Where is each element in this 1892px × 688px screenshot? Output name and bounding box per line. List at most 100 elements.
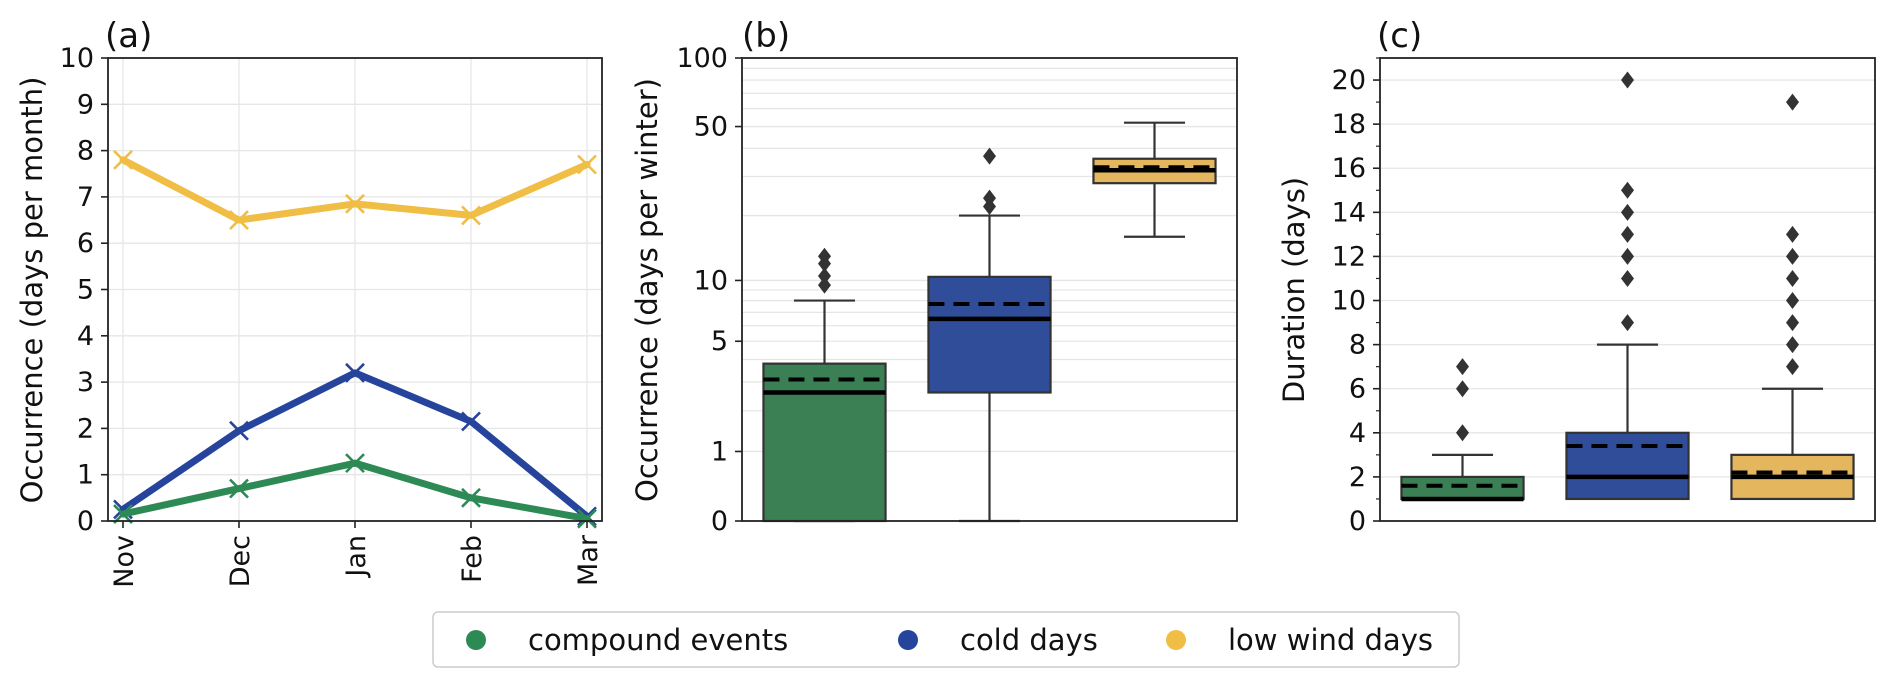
panel-a-x-ticks: Nov Dec Jan Feb Mar <box>109 521 604 588</box>
panel-a-xtick-label: Feb <box>457 535 488 583</box>
panel-a-line-chart: (a) 0 1 2 3 4 5 6 7 8 9 10 Nov Dec Jan Feb Mar Occurre… <box>15 16 604 588</box>
panel-a-point-marker <box>461 411 481 432</box>
panel-a-ytick-label: 4 <box>77 321 94 352</box>
legend: compound events cold days low wind days <box>432 611 1460 668</box>
panel-a-label: (a) <box>105 16 152 56</box>
panel-c-ytick-label: 20 <box>1332 65 1366 96</box>
panel-c-ytick-label: 8 <box>1349 330 1366 361</box>
panel-a-grid <box>108 57 602 522</box>
panel-c-ytick-label: 14 <box>1332 197 1366 228</box>
panel-a-ytick-label: 6 <box>77 228 94 259</box>
panel-a-ytick-label: 10 <box>60 43 94 74</box>
box-outlier-marker <box>1456 358 1469 376</box>
box-outlier-marker <box>1621 181 1634 199</box>
panel-c-ytick-label: 12 <box>1332 241 1366 272</box>
panel-a-point-marker <box>461 205 481 226</box>
box-outlier-marker <box>1621 247 1634 265</box>
box-outlier-marker <box>1786 336 1799 354</box>
panel-c-ytick-label: 4 <box>1349 418 1366 449</box>
panel-a-y-ticks: 0 1 2 3 4 5 6 7 8 9 10 <box>60 43 108 537</box>
panel-a-point-marker <box>345 193 365 214</box>
panel-a-point-marker <box>229 210 249 230</box>
box-iqr <box>762 362 887 523</box>
panel-a-xtick-label: Jan <box>341 535 372 579</box>
panel-a-point-marker <box>577 154 597 175</box>
panel-a-point-marker <box>345 362 365 383</box>
panel-a-xtick-label: Nov <box>109 535 140 588</box>
panel-b-ytick-label: 10 <box>694 265 728 296</box>
box-outlier-marker <box>1621 203 1634 221</box>
panel-c-boxes <box>1400 71 1855 502</box>
box-outlier-marker <box>1786 247 1799 265</box>
panel-c-y-ticks: 0 2 4 6 8 10 12 14 16 18 20 <box>1332 57 1380 537</box>
panel-a-point-marker <box>113 504 133 524</box>
box-outlier-marker <box>818 276 831 294</box>
panel-a-point-marker <box>345 453 365 474</box>
panel-a-ytick-label: 2 <box>77 413 94 444</box>
box-iqr <box>927 275 1052 394</box>
panel-b-y-ticks: 0 1 5 10 50 100 <box>676 43 742 537</box>
legend-box <box>432 611 1460 668</box>
legend-items: compound events cold days low wind days <box>466 623 1433 657</box>
box-outlier-marker <box>1786 292 1799 310</box>
box-iqr <box>1400 475 1525 501</box>
box-outlier-marker <box>1621 225 1634 243</box>
box-outlier-marker <box>1786 358 1799 376</box>
panel-b-ytick-label: 50 <box>694 112 728 143</box>
legend-marker <box>898 630 918 650</box>
panel-a-point-marker <box>461 487 481 508</box>
panel-b-label: (b) <box>742 16 790 56</box>
box-outlier-marker <box>818 267 831 285</box>
panel-c-ytick-label: 10 <box>1332 286 1366 317</box>
panel-c-ytick-label: 18 <box>1332 109 1366 140</box>
legend-label: cold days <box>960 623 1098 657</box>
box-outlier-marker <box>1786 225 1799 243</box>
panel-c-ytick-label: 0 <box>1349 506 1366 537</box>
panel-a-xtick-label: Mar <box>573 534 604 586</box>
box-outlier-marker <box>983 189 996 207</box>
panel-a-ytick-label: 1 <box>77 460 94 491</box>
box-outlier-marker <box>1786 269 1799 287</box>
box-outlier-marker <box>1456 380 1469 398</box>
panel-a-ytick-label: 0 <box>77 506 94 537</box>
panel-a-series <box>113 149 597 529</box>
panel-c-y-axis-label: Duration (days) <box>1277 177 1311 403</box>
box-outlier-marker <box>1786 314 1799 332</box>
panel-b-frame <box>741 57 1238 522</box>
panel-b-y-axis-label: Occurrence (days per winter) <box>630 78 664 502</box>
panel-b-ytick-label: 0 <box>711 506 728 537</box>
panel-c-box-chart: (c) 0 2 4 6 8 10 12 14 16 18 20 Duration (days) <box>1277 16 1876 537</box>
panel-a-point-marker <box>577 508 597 529</box>
box-outlier-marker <box>983 147 996 165</box>
panel-a-y-axis-label: Occurrence (days per month) <box>15 77 49 504</box>
box-outlier-marker <box>1456 424 1469 442</box>
legend-label: compound events <box>528 623 788 657</box>
panel-b-boxes <box>762 121 1217 523</box>
panel-c-ytick-label: 6 <box>1349 374 1366 405</box>
panel-c-ytick-label: 16 <box>1332 153 1366 184</box>
panel-b-box-chart: (b) 0 1 5 10 50 100 Occurrence (days per wint… <box>630 16 1238 537</box>
panel-c-label: (c) <box>1377 16 1422 56</box>
panel-b-ytick-label: 5 <box>711 326 728 357</box>
legend-marker <box>1166 630 1186 650</box>
legend-label: low wind days <box>1228 623 1433 657</box>
box-outlier-marker <box>1621 269 1634 287</box>
panel-a-point-marker <box>113 149 133 170</box>
box-outlier-marker <box>1786 93 1799 111</box>
panel-b-ytick-label: 1 <box>711 436 728 467</box>
panel-a-ytick-label: 5 <box>77 275 94 306</box>
legend-marker <box>466 630 486 650</box>
panel-c-frame <box>1379 57 1876 522</box>
panel-a-point-marker <box>229 478 249 499</box>
panel-a-xtick-label: Dec <box>225 535 256 587</box>
panel-b-ytick-label: 100 <box>676 43 728 74</box>
box-outlier-marker <box>818 247 831 265</box>
box-iqr <box>1565 431 1690 501</box>
box-outlier-marker <box>1621 71 1634 89</box>
panel-a-ytick-label: 3 <box>77 367 94 398</box>
panel-c-ytick-label: 2 <box>1349 462 1366 493</box>
panel-a-point-marker <box>229 420 249 441</box>
panel-a-ytick-label: 9 <box>77 89 94 120</box>
panel-a-ytick-label: 7 <box>77 182 94 213</box>
